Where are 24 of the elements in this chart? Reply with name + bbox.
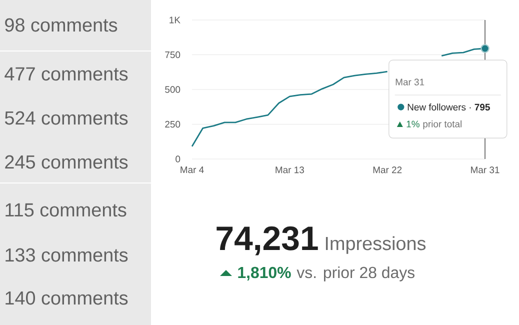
text: 133 comments <box>6 248 128 262</box>
annotation: New followers · 795 <box>408 104 490 111</box>
text: Impressions <box>326 236 426 254</box>
text: 140 comments <box>6 291 128 305</box>
x-tick-label: Mar 22 <box>373 166 402 174</box>
y-tick-label: 500 <box>165 86 180 93</box>
y-tick-label: 1K <box>170 16 180 24</box>
x-tick-label: Mar 31 <box>471 166 500 174</box>
text: 74,231 <box>216 226 318 256</box>
text: 115 comments <box>6 203 126 217</box>
y-tick-label: 0 <box>176 156 180 162</box>
y-tick-label: 750 <box>165 51 180 58</box>
text: 477 comments <box>4 67 128 81</box>
x-tick-label: Mar 13 <box>276 166 304 174</box>
annotation: Mar 31 <box>396 78 424 86</box>
annotation: 1% <box>406 120 420 128</box>
annotation: prior total <box>423 120 462 130</box>
text: 245 comments <box>5 155 128 169</box>
text: 98 comments <box>5 18 118 32</box>
y-tick-label: 250 <box>165 120 180 128</box>
text: vs. prior 28 days <box>296 266 414 282</box>
x-tick-label: Mar 4 <box>180 166 204 174</box>
text: 524 comments <box>4 111 128 125</box>
text: 1,810% <box>238 266 291 280</box>
